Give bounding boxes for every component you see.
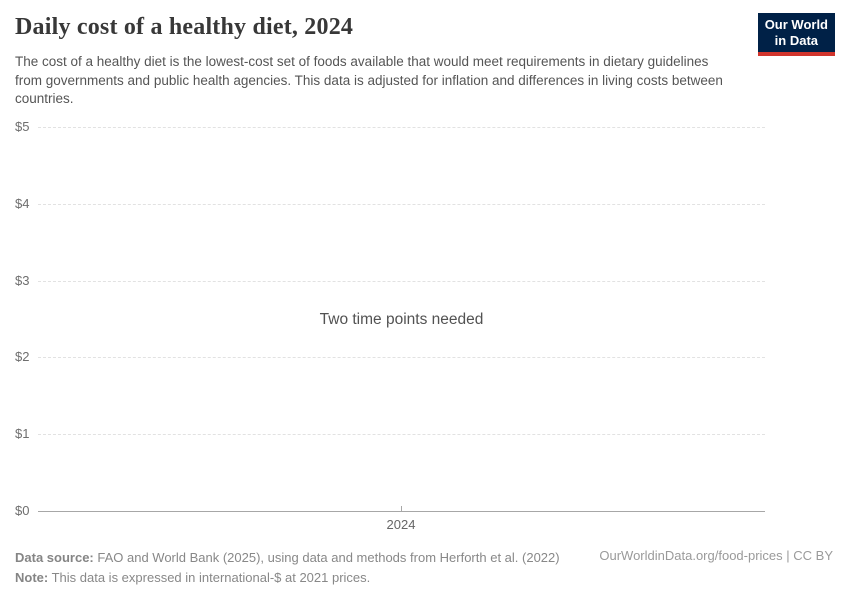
- note-label: Note:: [15, 570, 49, 585]
- y-axis-tick-label: $1: [15, 425, 30, 441]
- y-gridline: [38, 357, 765, 359]
- chart-subtitle: The cost of a healthy diet is the lowest…: [15, 54, 723, 106]
- data-source-text: FAO and World Bank (2025), using data an…: [93, 550, 560, 565]
- y-axis-tick-label: $3: [15, 272, 30, 288]
- owid-logo-line2: in Data: [774, 32, 819, 48]
- note-text: This data is expressed in international-…: [48, 570, 371, 585]
- y-gridline: [38, 280, 765, 282]
- page-title: Daily cost of a healthy diet, 2024: [15, 14, 354, 40]
- empty-state-message: Two time points needed: [319, 311, 484, 328]
- data-source-line: Data source: FAO and World Bank (2025), …: [15, 548, 560, 568]
- owid-logo-line1: Our World: [764, 17, 828, 32]
- data-source-label: Data source:: [15, 550, 94, 565]
- x-axis-tick-label: 2024: [386, 517, 416, 532]
- y-axis-tick-label: $0: [15, 502, 30, 518]
- y-axis-tick-label: $5: [15, 118, 30, 134]
- y-axis-tick-label: $4: [15, 195, 30, 211]
- note-line: Note: This data is expressed in internat…: [15, 568, 560, 588]
- x-axis-line: [38, 511, 765, 512]
- y-axis-tick-label: $2: [15, 349, 30, 365]
- y-gridline: [38, 203, 765, 205]
- y-gridline: [38, 127, 765, 128]
- x-axis-tick: [401, 506, 402, 511]
- y-gridline: [38, 434, 765, 436]
- chart-footer: Data source: FAO and World Bank (2025), …: [15, 548, 560, 588]
- owid-logo[interactable]: Our World in Data: [757, 13, 835, 56]
- attribution-link[interactable]: OurWorldinData.org/food-prices | CC BY: [599, 548, 833, 563]
